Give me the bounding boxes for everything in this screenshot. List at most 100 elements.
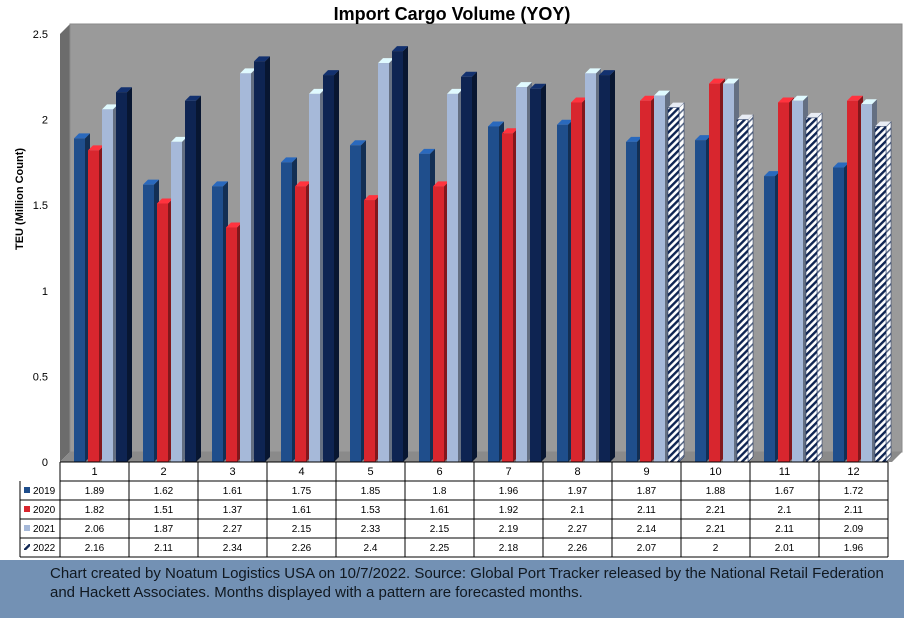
x-tick-label: 5: [367, 466, 373, 478]
x-tick-label: 2: [160, 466, 166, 478]
legend-key-2020: [24, 506, 30, 512]
bar-2021-12: [861, 104, 872, 462]
bar-top-2020-2: [157, 198, 173, 204]
x-tick-label: 1: [91, 466, 97, 478]
bar-top-2022-5: [392, 46, 408, 52]
x-tick-label: 12: [847, 466, 859, 478]
bar-top-2019-12: [833, 162, 849, 168]
bar-top-2022-11: [806, 112, 822, 118]
bar-top-2020-5: [364, 195, 380, 201]
bar-side-2022-8: [610, 70, 615, 462]
bar-top-2020-1: [88, 145, 104, 151]
bar-top-2019-6: [419, 148, 435, 154]
x-tick-label: 8: [574, 466, 580, 478]
data-label: 1.62: [154, 486, 174, 497]
data-label: 1.61: [223, 486, 243, 497]
bar-2022-4: [323, 75, 334, 462]
y-tick-label: 0.5: [33, 371, 48, 383]
bar-2020-10: [709, 83, 720, 462]
floor: [60, 452, 902, 462]
data-label: 2.26: [292, 543, 312, 554]
legend-label-2021: 2021: [33, 524, 56, 535]
data-label: 2.18: [499, 543, 519, 554]
y-tick-label: 2.5: [33, 29, 48, 41]
bar-2019-4: [281, 162, 292, 462]
bar-top-2022-9: [668, 102, 684, 108]
x-tick-label: 4: [298, 466, 304, 478]
data-label: 2.4: [364, 543, 378, 554]
bar-2021-6: [447, 93, 458, 463]
bar-top-2019-5: [350, 140, 366, 146]
bar-top-2020-7: [502, 128, 518, 134]
data-label: 1.89: [85, 486, 105, 497]
y-axis-label: TEU (Million Count): [14, 147, 26, 250]
data-label: 2.11: [844, 505, 863, 516]
bar-2021-7: [516, 87, 527, 463]
bar-top-2019-3: [212, 181, 228, 187]
legend-label-2019: 2019: [33, 486, 56, 497]
data-label: 1.72: [844, 486, 864, 497]
legend-key-2022: [24, 544, 30, 550]
data-label: 2.11: [154, 543, 173, 554]
bar-top-2021-2: [171, 136, 187, 142]
bar-2021-9: [654, 95, 665, 463]
data-label: 2.09: [844, 524, 864, 535]
bar-2020-9: [640, 100, 651, 462]
bar-2021-4: [309, 93, 320, 463]
bar-top-2022-10: [737, 114, 753, 120]
bar-top-2021-4: [309, 88, 325, 94]
bar-top-2021-7: [516, 82, 532, 88]
data-label: 2.19: [499, 524, 519, 535]
data-label: 1.87: [154, 524, 174, 535]
side-wall: [60, 24, 70, 462]
bar-top-2021-9: [654, 90, 670, 96]
data-label: 2.15: [430, 524, 450, 535]
bar-top-2022-7: [530, 83, 546, 89]
bar-top-2019-1: [74, 133, 90, 139]
bar-top-2020-12: [847, 95, 863, 101]
chart-area: 0 0.5 1 1.5 2 2.5 1 2 3 4 5 6 7 8 9 10 11 12 2019 1.89 1.62 1…: [14, 4, 903, 558]
data-label: 1.8: [433, 486, 447, 497]
bar-side-2022-1: [127, 87, 132, 462]
bar-2019-7: [488, 126, 499, 462]
bar-2020-2: [157, 203, 168, 462]
bar-top-2021-10: [723, 78, 739, 84]
bar-2019-2: [143, 184, 154, 462]
y-tick-label: 2: [42, 115, 48, 127]
bar-2020-5: [364, 200, 375, 462]
bar-2020-11: [778, 102, 789, 462]
x-tick-label: 10: [709, 466, 721, 478]
data-label: 1.92: [499, 505, 519, 516]
bar-side-2022-12: [885, 120, 892, 463]
bar-top-2021-8: [585, 68, 601, 74]
data-label: 1.82: [85, 505, 105, 516]
bar-side-2022-9: [678, 102, 685, 463]
bar-side-2022-7: [541, 83, 546, 462]
bar-top-2021-6: [447, 88, 463, 94]
bar-2019-3: [212, 186, 223, 463]
bar-side-2022-10: [747, 113, 754, 463]
bar-2021-11: [792, 100, 803, 462]
data-label: 2.1: [571, 505, 585, 516]
bar-2022-6: [461, 76, 472, 463]
y-tick-label: 0: [42, 457, 48, 469]
y-tick-label: 1.5: [33, 200, 48, 212]
x-tick-label: 7: [505, 466, 511, 478]
bar-top-2021-12: [861, 99, 877, 105]
bar-2021-8: [585, 73, 596, 462]
bar-top-2020-11: [778, 97, 794, 103]
legend-key-2021: [24, 525, 30, 531]
data-label: 2.11: [775, 524, 794, 535]
bar-side-2022-4: [334, 70, 339, 462]
bar-2019-9: [626, 141, 637, 462]
legend-label-2022: 2022: [33, 543, 56, 554]
bar-2021-5: [378, 63, 389, 462]
bar-2022-12: [874, 126, 887, 463]
data-label: 1.61: [292, 505, 312, 516]
x-tick-label: 6: [436, 466, 442, 478]
bar-2020-3: [226, 227, 237, 462]
data-label: 1.96: [844, 543, 864, 554]
bar-2021-10: [723, 83, 734, 462]
data-label: 1.88: [706, 486, 726, 497]
